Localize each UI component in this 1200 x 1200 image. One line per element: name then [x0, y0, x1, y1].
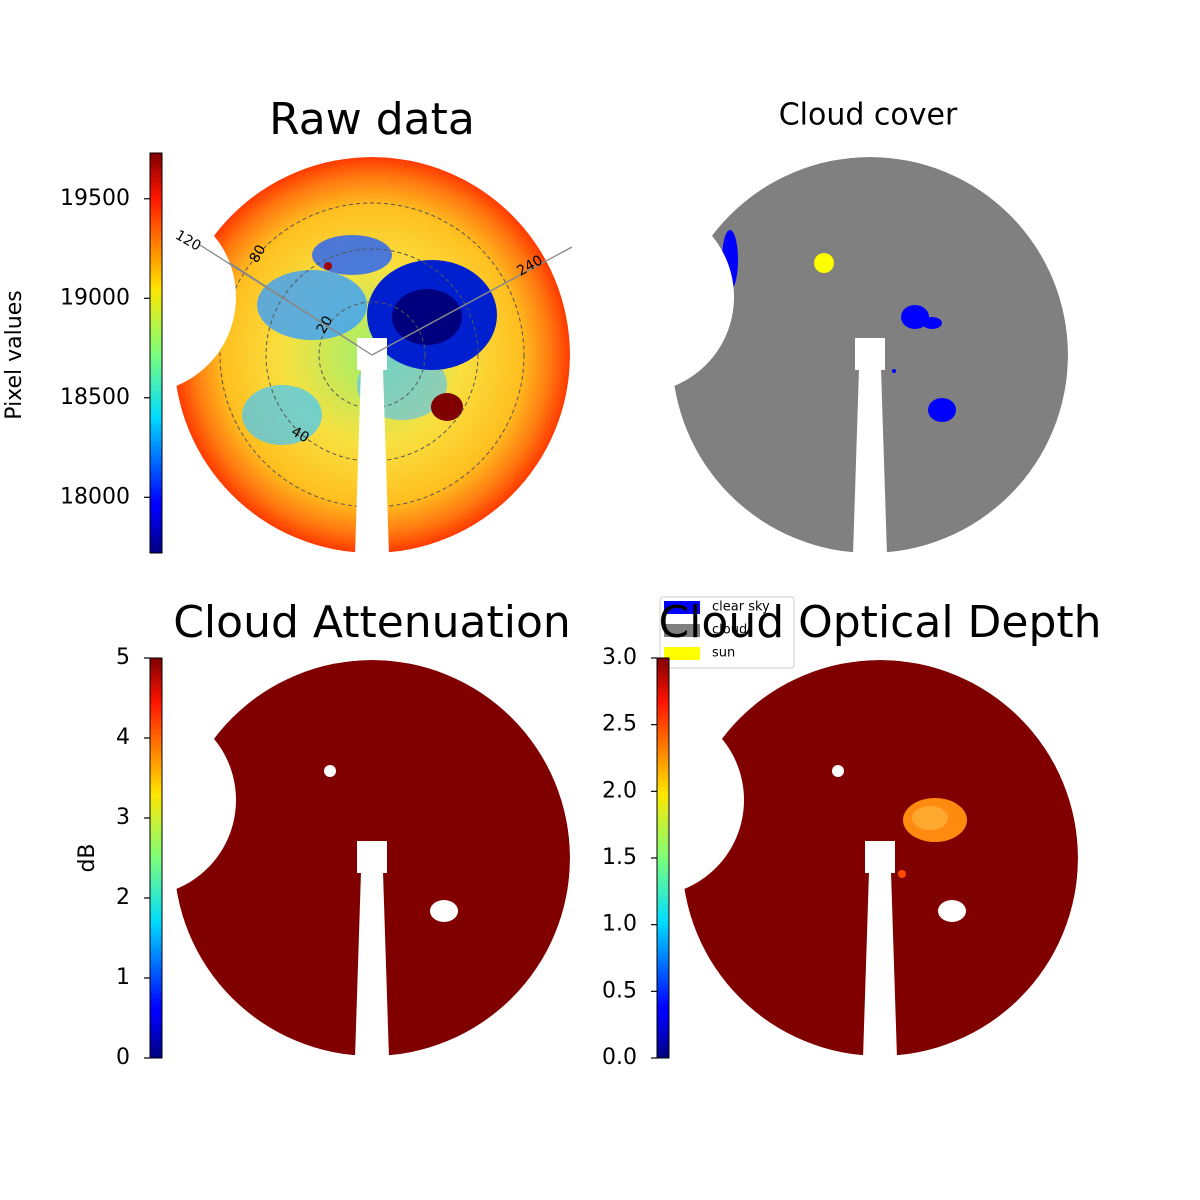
polar-label: 120: [172, 227, 203, 254]
polar-label: 80: [247, 242, 270, 265]
colorbar: [149, 152, 163, 554]
colorbar-tick-label: 19500: [60, 186, 130, 211]
colorbar-tick-label: 3.0: [602, 645, 637, 670]
colorbar-tick-label: 2: [116, 885, 130, 910]
raw-image: [174, 157, 573, 555]
legend-label: sun: [712, 646, 735, 661]
colorbar-tick-label: 18500: [60, 385, 130, 410]
colorbar-tick-label: 0: [116, 1045, 130, 1070]
cloud-cover-image: [672, 157, 1068, 553]
colorbar-tick-label: 5: [116, 645, 130, 670]
colorbar-tick-label: 0.5: [602, 978, 637, 1003]
colorbar-tick-label: 3: [116, 805, 130, 830]
colorbar-tick-label: 0.0: [602, 1045, 637, 1070]
colorbar: [149, 657, 163, 1059]
colorbar-tick-label: 2.5: [602, 712, 637, 737]
legend-label: cloud: [712, 623, 747, 638]
panel-title: Cloud Optical Depth: [658, 597, 1101, 648]
polar-label: 40: [288, 424, 311, 447]
colorbar-tick-label: 1: [116, 965, 130, 990]
colorbar-label: Pixel values: [2, 290, 27, 419]
legend-swatch: [664, 601, 700, 614]
colorbar-tick-label: 18000: [60, 484, 130, 509]
polar-label: 20: [314, 313, 337, 336]
colorbar-tick-label: 4: [116, 725, 130, 750]
legend-swatch: [664, 647, 700, 660]
attenuation-image: [174, 660, 570, 1056]
colorbar-tick-label: 1.0: [602, 912, 637, 937]
legend-label: clear sky: [712, 600, 770, 615]
panel-title: Raw data: [269, 94, 475, 145]
colorbar-tick-label: 1.5: [602, 845, 637, 870]
colorbar: [656, 657, 670, 1059]
colorbar-label: dB: [75, 843, 100, 872]
panel-title: Cloud Attenuation: [173, 597, 571, 648]
colorbar-tick-label: 2.0: [602, 778, 637, 803]
colorbar-tick-label: 19000: [60, 285, 130, 310]
panel-title: Cloud cover: [779, 98, 958, 133]
legend-swatch: [664, 624, 700, 637]
optical-depth-image: [682, 660, 1078, 1056]
